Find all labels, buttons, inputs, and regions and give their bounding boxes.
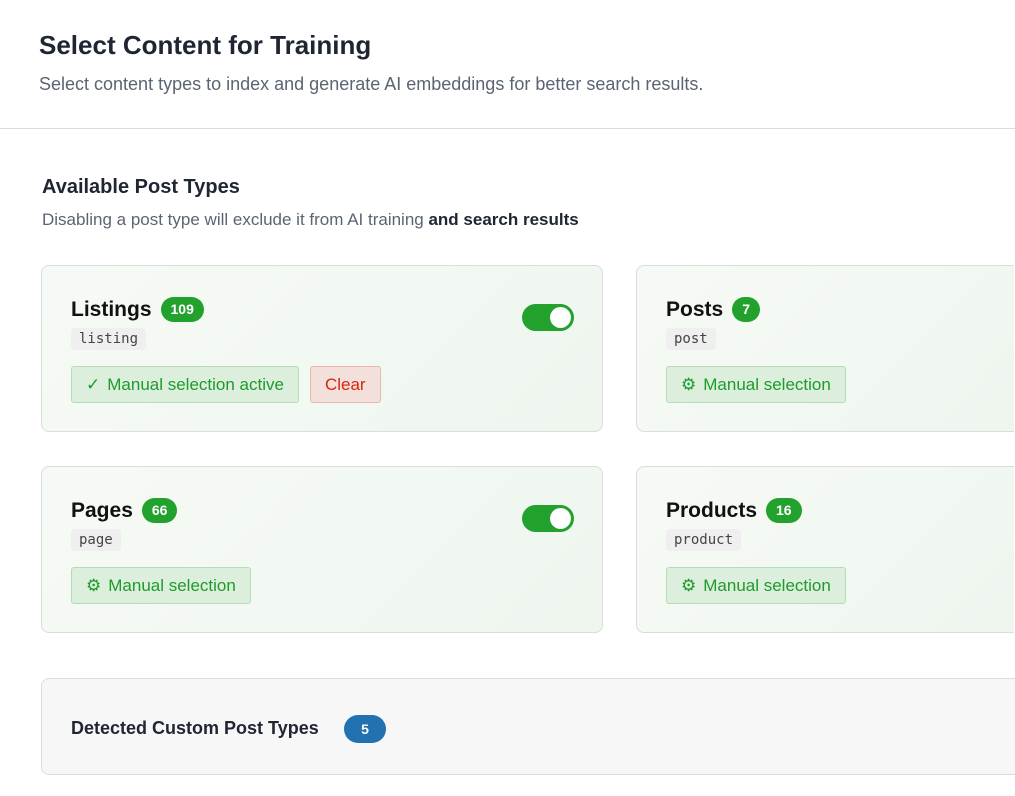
post-type-card-posts: Posts 7 post ⚙ Manual selection xyxy=(636,265,1014,432)
detected-title: Detected Custom Post Types xyxy=(71,718,319,738)
post-type-slug: page xyxy=(71,529,121,551)
card-name: Posts xyxy=(666,297,724,321)
manual-selection-button[interactable]: ⚙ Manual selection xyxy=(71,567,251,604)
post-type-card-pages: Pages 66 page ⚙ Manual selection xyxy=(41,466,603,633)
check-icon: ✓ xyxy=(86,374,101,394)
gear-icon: ⚙ xyxy=(681,374,697,394)
section-title: Available Post Types xyxy=(42,176,240,198)
post-type-slug: post xyxy=(666,328,716,350)
post-type-card-products: Products 16 product ⚙ Manual selection xyxy=(636,466,1014,633)
count-badge: 16 xyxy=(766,498,802,523)
gear-icon: ⚙ xyxy=(681,575,697,595)
enable-toggle[interactable] xyxy=(522,505,574,532)
enable-toggle[interactable] xyxy=(522,304,574,331)
post-type-slug: listing xyxy=(71,328,147,350)
detected-custom-post-types-panel[interactable]: Detected Custom Post Types 5 xyxy=(41,678,1015,775)
desc-bold: and search results xyxy=(428,210,579,229)
card-name: Products xyxy=(666,498,758,522)
button-label: Manual selection xyxy=(703,374,831,394)
desc-text: Disabling a post type will exclude it fr… xyxy=(42,210,429,229)
count-badge: 109 xyxy=(160,297,204,322)
detected-count-badge: 5 xyxy=(344,715,386,743)
card-name: Listings xyxy=(71,297,152,321)
card-title: Products 16 xyxy=(666,498,802,523)
manual-selection-button[interactable]: ⚙ Manual selection xyxy=(666,567,846,604)
post-type-slug: product xyxy=(666,529,742,551)
card-name: Pages xyxy=(71,498,133,522)
count-badge: 66 xyxy=(141,498,178,523)
manual-selection-button[interactable]: ✓ Manual selection active xyxy=(71,366,299,403)
button-label: Manual selection xyxy=(108,575,236,595)
gear-icon: ⚙ xyxy=(86,575,102,595)
clear-button[interactable]: Clear xyxy=(309,366,381,403)
card-title: Pages 66 xyxy=(71,498,178,523)
page-title: Select Content for Training xyxy=(39,30,372,60)
post-type-card-listings: Listings 109 listing ✓ Manual selection ac… xyxy=(41,265,603,432)
card-title: Listings 109 xyxy=(71,297,204,322)
section-description: Disabling a post type will exclude it fr… xyxy=(42,210,579,230)
count-badge: 7 xyxy=(732,297,760,322)
divider xyxy=(0,128,1015,129)
card-title: Posts 7 xyxy=(666,297,760,322)
manual-selection-button[interactable]: ⚙ Manual selection xyxy=(666,366,846,403)
button-label: Manual selection xyxy=(703,575,831,595)
page-subtitle: Select content types to index and genera… xyxy=(39,74,704,94)
button-label: Manual selection active xyxy=(107,374,284,394)
